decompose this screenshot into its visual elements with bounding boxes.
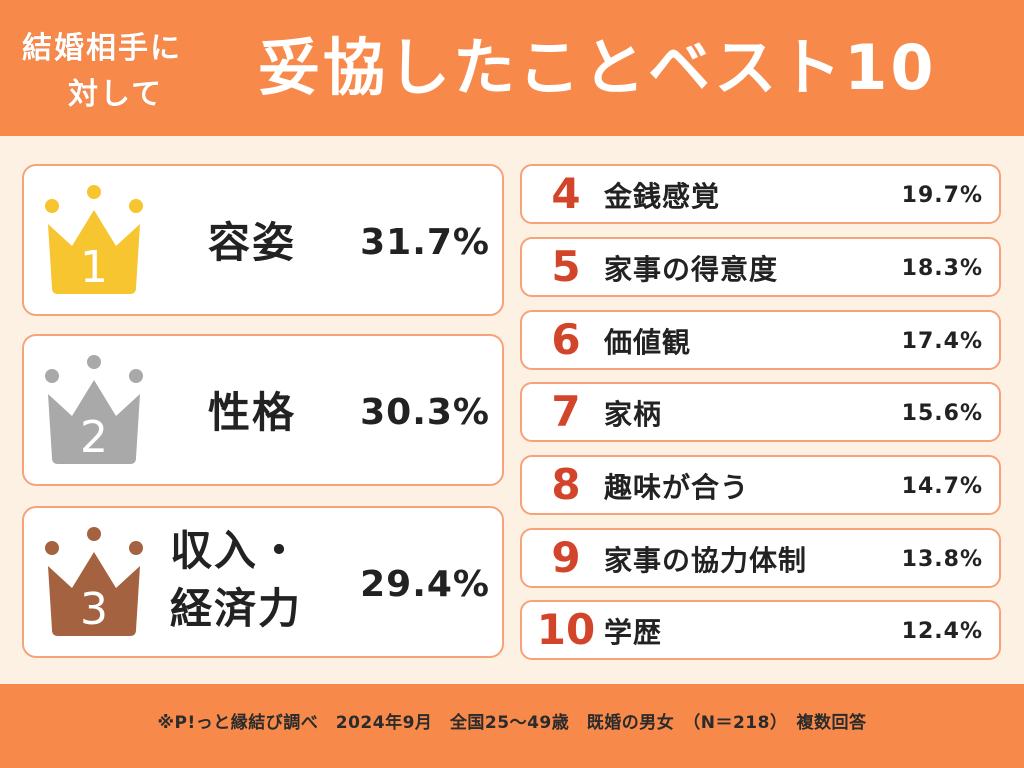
rank-row: 8 趣味が合う 14.7% — [520, 455, 1001, 515]
rank-number: 9 — [551, 533, 581, 582]
rank-2-number: 2 — [80, 412, 108, 463]
subtitle: 結婚相手に 対して — [22, 26, 242, 118]
rank-percent: 13.8% — [901, 547, 983, 572]
rank-percent: 12.4% — [901, 619, 983, 644]
rank-3-label-line-1: 収入・ — [170, 526, 303, 575]
rank-3-percent: 29.4% — [360, 564, 490, 605]
rank-3-card: 3 収入・ 経済力 29.4% — [22, 506, 504, 658]
source-note: ※P!っと縁結び調べ 2024年9月 全国25～49歳 既婚の男女 （N＝218… — [157, 713, 867, 733]
gold-crown-icon: 1 — [45, 185, 143, 294]
rank-number: 6 — [551, 315, 581, 364]
rank-number: 4 — [551, 169, 581, 218]
header-banner: 結婚相手に 対して 妥協したことベスト10 — [0, 0, 1024, 136]
rank-number: 8 — [551, 460, 581, 509]
rank-percent: 19.7% — [901, 183, 983, 208]
footer-banner: ※P!っと縁結び調べ 2024年9月 全国25～49歳 既婚の男女 （N＝218… — [0, 684, 1024, 768]
rank-row: 5 家事の得意度 18.3% — [520, 237, 1001, 297]
subtitle-line-2: 対して — [68, 77, 164, 112]
silver-crown-icon: 2 — [45, 355, 143, 464]
rank-2-percent: 30.3% — [360, 392, 490, 433]
rank-row: 4 金銭感覚 19.7% — [520, 164, 1001, 224]
rank-percent: 18.3% — [901, 256, 983, 281]
rank-1-number: 1 — [80, 242, 108, 293]
rank-row: 10 学歴 12.4% — [520, 600, 1001, 660]
rank-2-label: 性格 — [207, 388, 296, 437]
rank-3-label-line-2: 経済力 — [170, 584, 303, 633]
bronze-crown-icon: 3 — [45, 527, 143, 636]
rank-2-card: 2 性格 30.3% — [22, 334, 504, 486]
rank-label: 家事の協力体制 — [604, 544, 808, 577]
rank-label: 価値観 — [604, 326, 692, 359]
rank-label: 学歴 — [604, 616, 663, 649]
rank-percent: 14.7% — [901, 474, 983, 499]
page-title: 妥協したことベスト10 — [258, 31, 937, 104]
rank-label: 趣味が合う — [604, 471, 750, 504]
rank-1-percent: 31.7% — [360, 222, 490, 263]
rank-3-number: 3 — [80, 584, 108, 635]
rank-1-label: 容姿 — [207, 218, 296, 267]
rank-percent: 17.4% — [901, 329, 983, 354]
rank-number: 7 — [551, 387, 581, 436]
rank-label: 家事の得意度 — [604, 253, 779, 286]
rank-row: 6 価値観 17.4% — [520, 310, 1001, 370]
rank-1-card: 1 容姿 31.7% — [22, 164, 504, 316]
subtitle-line-1: 結婚相手に — [22, 31, 182, 66]
rank-row: 9 家事の協力体制 13.8% — [520, 528, 1001, 588]
rank-row: 7 家柄 15.6% — [520, 382, 1001, 442]
rank-number: 5 — [551, 242, 581, 291]
rank-label: 家柄 — [604, 398, 663, 431]
rank-3-label: 収入・ 経済力 — [170, 522, 330, 638]
rank-label: 金銭感覚 — [604, 180, 721, 213]
rank-percent: 15.6% — [901, 401, 983, 426]
rank-number: 10 — [536, 605, 596, 654]
